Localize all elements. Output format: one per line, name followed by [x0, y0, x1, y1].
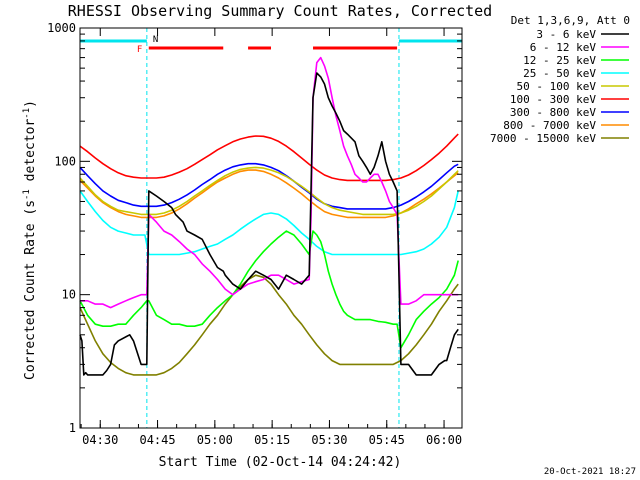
y-axis-label-exponent-1: -1 [22, 189, 32, 200]
night-flag-label: N [153, 35, 158, 45]
y-axis-label-part-3: ) [23, 100, 38, 108]
y-tick-label-3: 1000 [47, 21, 76, 35]
series-lines [79, 56, 459, 376]
y-axis-ticks: 1 10 100 1000 [47, 21, 462, 435]
x-tick-label-5: 05:45 [369, 433, 405, 447]
x-tick-label-6: 06:00 [426, 433, 462, 447]
x-tick-label-0: 04:30 [82, 433, 118, 447]
x-axis-ticks: 04:30 04:45 05:00 05:15 05:30 05:45 06:00 [80, 28, 462, 447]
legend-label-5: 100 - 300 keV [510, 93, 596, 106]
legend-label-7: 800 - 7000 keV [503, 119, 596, 132]
footer-date: 20-Oct-2021 18:27 [544, 467, 636, 477]
y-tick-label-2: 100 [54, 154, 76, 168]
x-tick-label-2: 05:00 [197, 433, 233, 447]
legend-label-6: 300 - 800 keV [510, 106, 596, 119]
x-tick-label-3: 05:15 [254, 433, 290, 447]
flare-flag-label: F [137, 45, 142, 55]
y-axis-label-part-1: Corrected Count Rate (s [23, 200, 38, 380]
x-axis-label: Start Time (02-Oct-14 04:24:42) [159, 455, 402, 470]
legend-label-1: 6 - 12 keV [530, 41, 597, 54]
series-line-5 [79, 133, 459, 182]
y-axis-label-exponent-2: -1 [22, 108, 32, 119]
status-flags: NF [137, 35, 398, 55]
plot-area: NF 04:30 04:45 05:00 05:15 05:30 05:45 06:00 1… [47, 21, 463, 447]
x-tick-label-1: 04:45 [139, 433, 175, 447]
y-tick-label-0: 1 [69, 421, 76, 435]
y-tick-label-1: 10 [62, 288, 76, 302]
x-tick-label-4: 05:30 [311, 433, 347, 447]
y-axis-label: Corrected Count Rate (s-1 detector-1) [22, 100, 38, 380]
legend-label-8: 7000 - 15000 keV [490, 132, 596, 145]
legend-label-3: 25 - 50 keV [523, 67, 596, 80]
legend-label-2: 12 - 25 keV [523, 54, 596, 67]
plot-frame [79, 27, 463, 429]
legend-label-4: 50 - 100 keV [517, 80, 597, 93]
series-line-8 [79, 274, 459, 376]
chart-title: RHESSI Observing Summary Count Rates, Co… [68, 2, 492, 20]
y-axis-label-part-2: detector [23, 119, 38, 190]
legend-title: Det 1,3,6,9, Att 0 [511, 14, 630, 27]
legend-label-0: 3 - 6 keV [536, 28, 596, 41]
series-line-6 [79, 162, 459, 210]
series-line-0 [79, 72, 459, 376]
